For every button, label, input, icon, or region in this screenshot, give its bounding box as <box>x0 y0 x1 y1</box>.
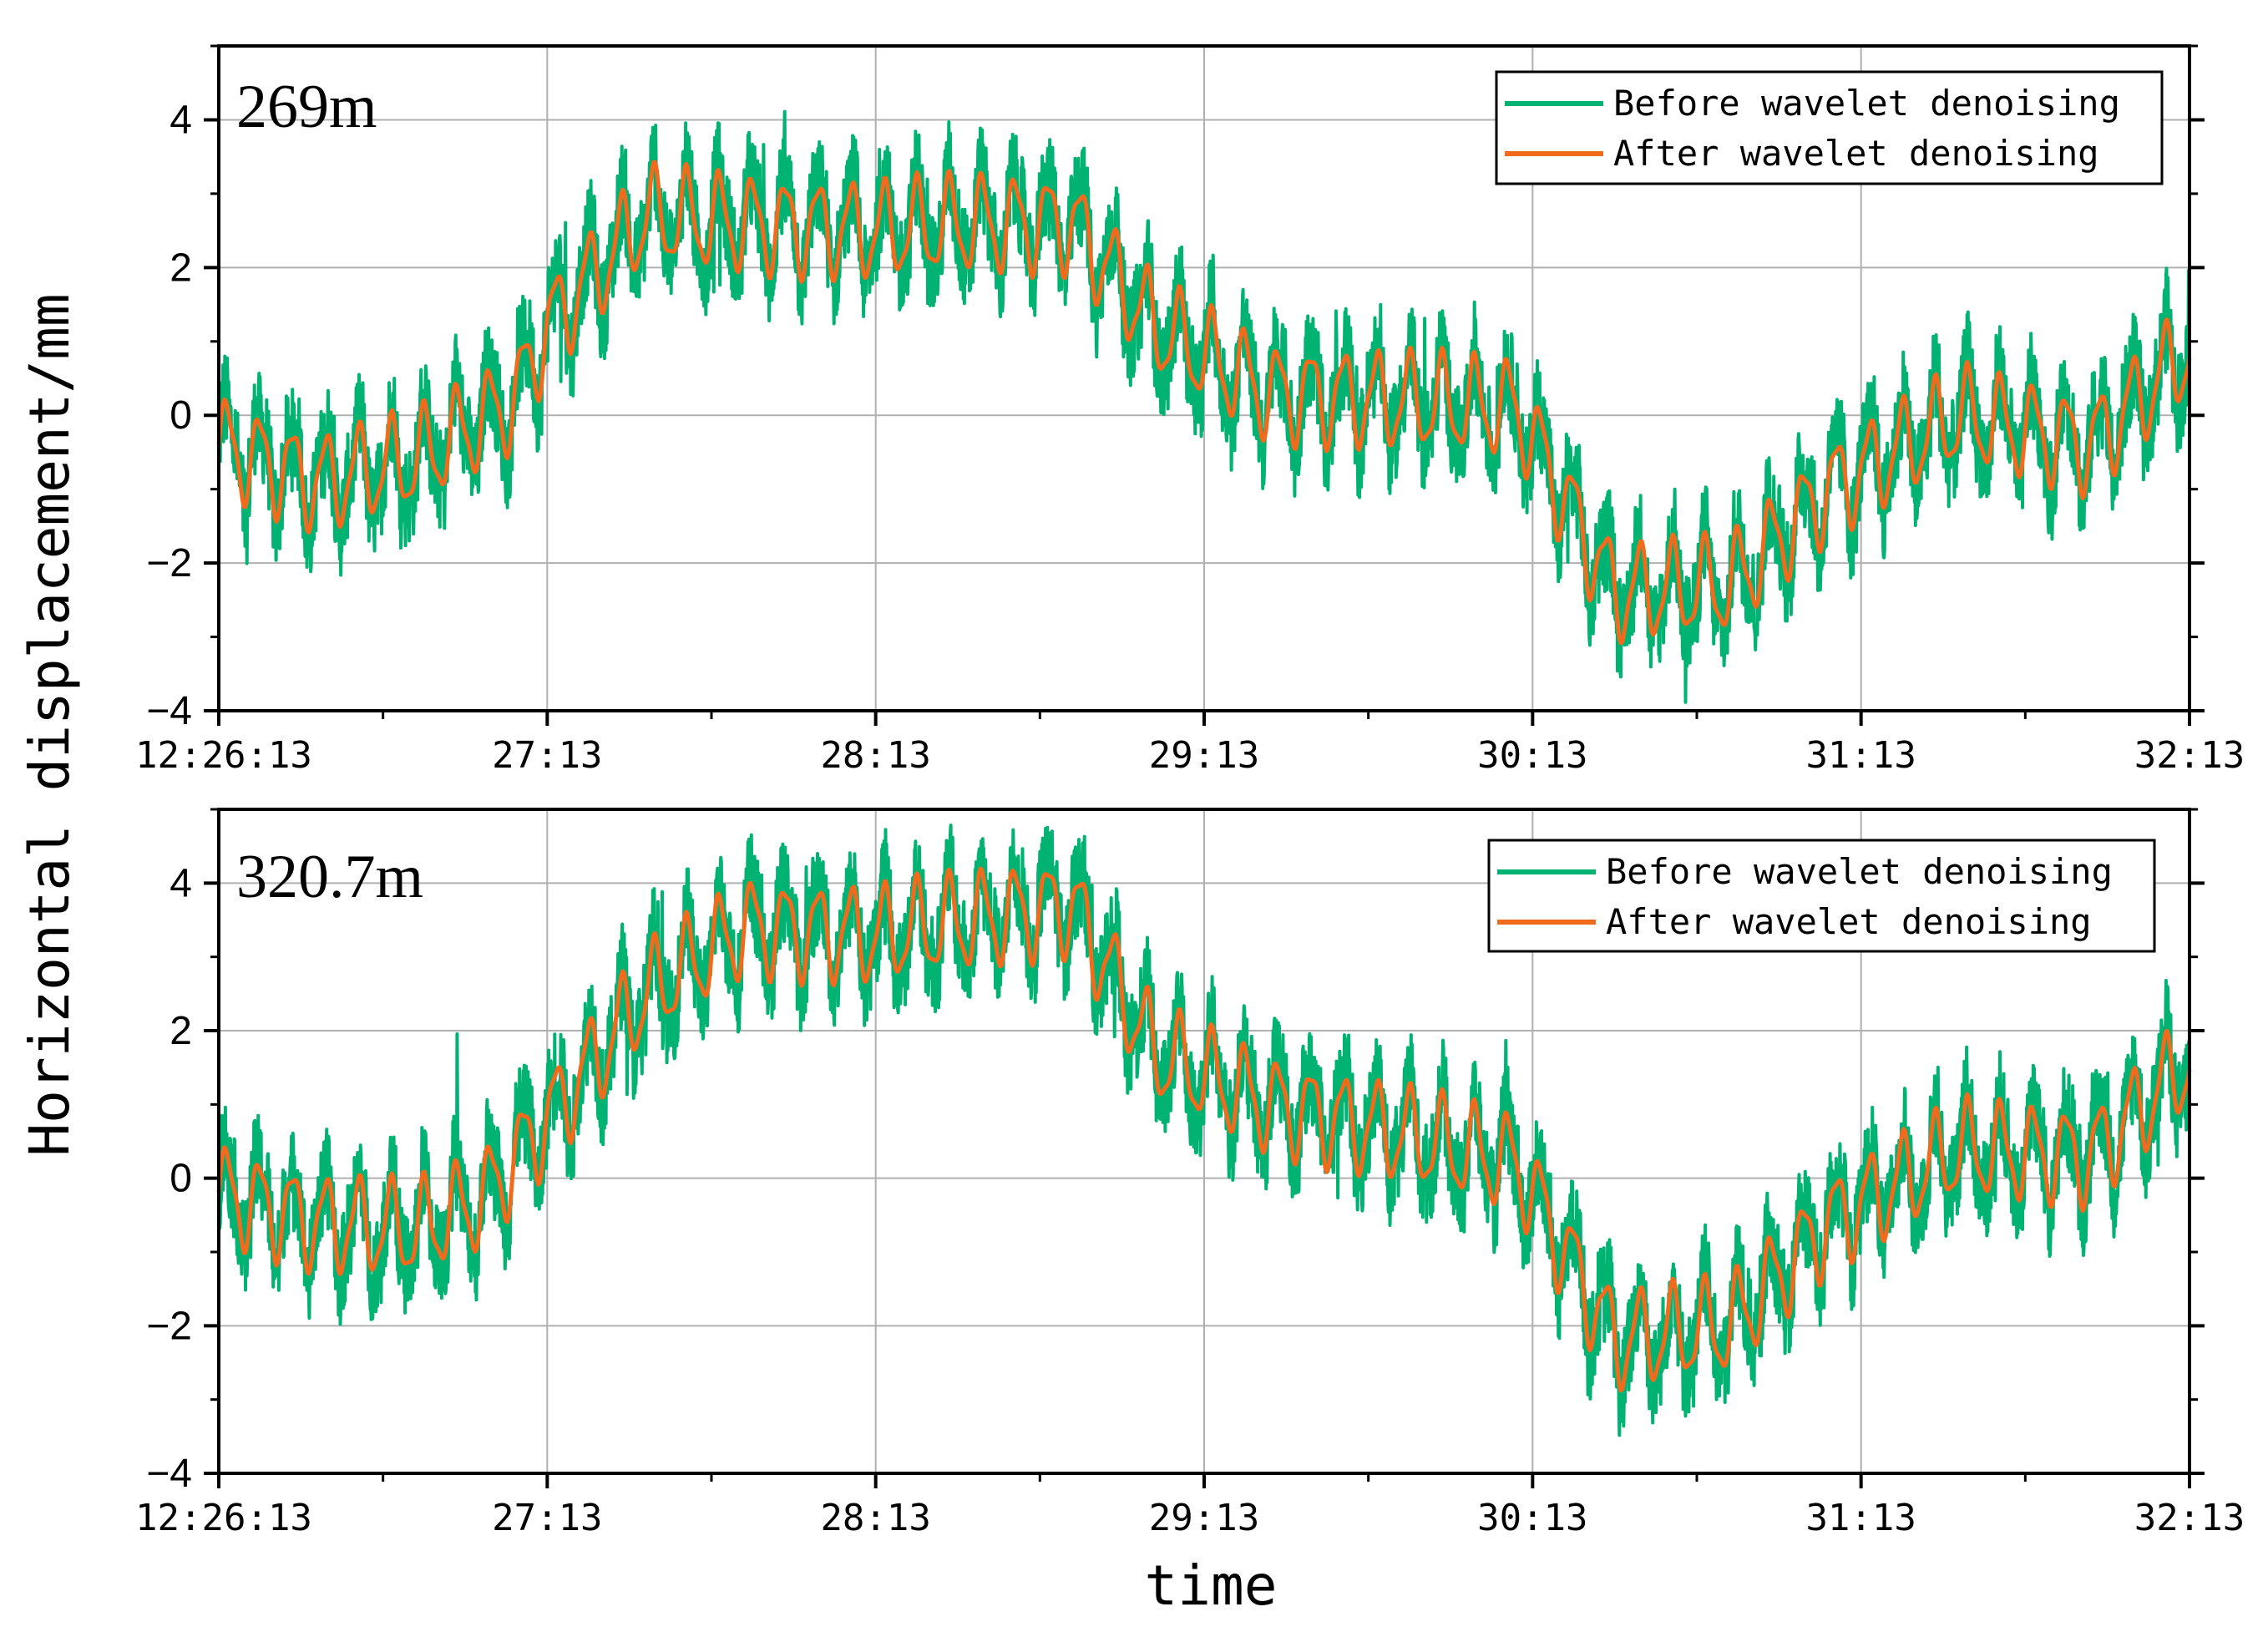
bottom-panel-legend: Before wavelet denoising After wavelet d… <box>1487 839 2156 953</box>
bottom-panel-320-7m: 12:26:13 27:13 28:13 29:13 30:13 31:13 32:13 4 2… <box>135 808 2245 1539</box>
x-tick-label: 29:13 <box>1149 734 1259 777</box>
y-tick-label: 2 <box>170 246 192 290</box>
y-tick-label: 0 <box>170 393 192 438</box>
x-axis-label: time <box>1145 1554 1278 1618</box>
y-tick-label: 2 <box>170 1009 192 1053</box>
bottom-legend-label-before: Before wavelet denoising <box>1606 851 2113 892</box>
bottom-panel-ticks: 12:26:13 27:13 28:13 29:13 30:13 31:13 32:13 4 2… <box>135 808 2245 1539</box>
x-tick-label: 30:13 <box>1477 1497 1587 1539</box>
y-tick-label: −4 <box>146 1452 192 1496</box>
x-tick-label: 27:13 <box>492 1497 602 1539</box>
x-tick-label: 32:13 <box>2134 734 2245 777</box>
x-tick-label: 31:13 <box>1805 1497 1916 1539</box>
x-tick-label: 32:13 <box>2134 1497 2245 1539</box>
bottom-panel-label: 320.7m <box>236 843 423 911</box>
y-tick-label: 4 <box>170 861 192 905</box>
y-axis-label: Horizontal displacement/mm <box>18 293 82 1156</box>
y-tick-label: −2 <box>146 541 192 585</box>
y-tick-label: −4 <box>146 689 192 733</box>
top-legend-box <box>1495 70 2164 185</box>
top-panel-ticks: 12:26:13 27:13 28:13 29:13 30:13 31:13 32:1342… <box>135 44 2245 777</box>
x-tick-label: 12:26:13 <box>135 1497 312 1539</box>
series-line-after <box>216 160 2192 646</box>
x-tick-label: 28:13 <box>820 734 930 777</box>
bottom-legend-label-after: After wavelet denoising <box>1606 901 2092 942</box>
series-line-after <box>216 866 2192 1393</box>
top-legend-label-before: Before wavelet denoising <box>1613 83 2120 124</box>
x-tick-label: 28:13 <box>820 1497 930 1539</box>
top-legend-label-after: After wavelet denoising <box>1613 133 2099 174</box>
x-tick-label: 29:13 <box>1149 1497 1259 1539</box>
top-panel-legend: Before wavelet denoising After wavelet d… <box>1495 70 2164 185</box>
x-tick-label: 30:13 <box>1477 734 1587 777</box>
y-tick-label: −2 <box>146 1304 192 1348</box>
y-tick-label: 4 <box>170 98 192 142</box>
x-tick-label: 27:13 <box>492 734 602 777</box>
x-tick-label: 31:13 <box>1805 734 1916 777</box>
top-panel-269m: 12:26:13 27:13 28:13 29:13 30:13 31:13 32:1342… <box>135 44 2245 777</box>
top-panel-series-after <box>216 160 2192 646</box>
top-panel-label: 269m <box>236 73 377 141</box>
bottom-legend-box <box>1487 839 2156 953</box>
bottom-panel-series-after <box>216 866 2192 1393</box>
x-tick-label: 12:26:13 <box>135 734 312 777</box>
y-tick-label: 0 <box>170 1157 192 1201</box>
